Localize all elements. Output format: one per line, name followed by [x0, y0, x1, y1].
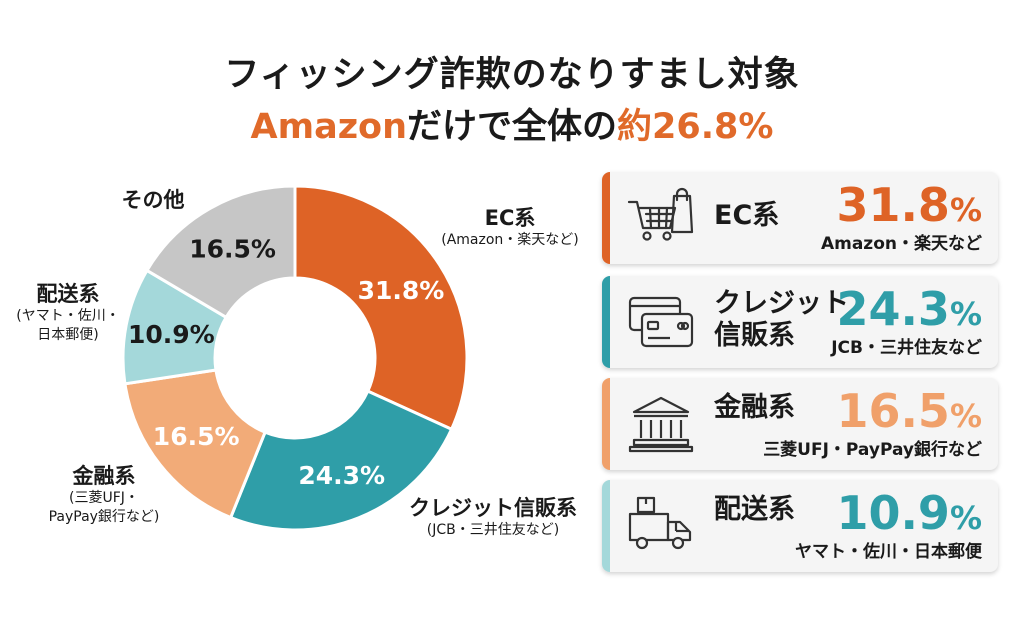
- label-credit-sub: (JCB・三井住友など): [426, 522, 560, 538]
- label-finance-sub: (三菱UFJ・ PayPay銀行など): [48, 490, 160, 525]
- label-delivery-sub: (ヤマト・佐川・ 日本郵便): [16, 308, 120, 343]
- card-finance-percentage: 16.5%: [836, 386, 982, 441]
- donut-slice-0: [293, 184, 469, 432]
- card-delivery-accent: [602, 480, 610, 572]
- delivery-truck-icon: [628, 496, 692, 550]
- card-finance-pct-value: 16.5: [836, 384, 950, 438]
- card-ec-sub: Amazon・楽天など: [820, 234, 982, 254]
- card-finance-pct-unit: %: [949, 397, 982, 435]
- card-ec-percentage: 31.8%: [836, 180, 982, 235]
- card-delivery-percentage: 10.9%: [836, 488, 982, 543]
- donut-slice-2: [123, 368, 268, 520]
- donut-data-label-3: 10.9%: [128, 320, 215, 349]
- card-ec-pct-unit: %: [949, 191, 982, 229]
- donut-slice-4: [144, 184, 297, 320]
- credit-card-icon: [628, 296, 694, 348]
- title-mid: だけで全体の: [407, 107, 618, 147]
- bank-icon: [628, 396, 694, 453]
- card-delivery: 配送系 10.9% ヤマト・佐川・日本郵便: [602, 480, 998, 572]
- card-credit-pct-value: 24.3: [836, 282, 950, 336]
- label-delivery-name: 配送系: [36, 282, 100, 306]
- label-ec: EC系 (Amazon・楽天など): [430, 206, 590, 250]
- card-delivery-sub: ヤマト・佐川・日本郵便: [795, 542, 982, 562]
- card-finance-sub: 三菱UFJ・PayPay銀行など: [763, 440, 982, 460]
- card-credit-percentage: 24.3%: [836, 284, 982, 339]
- label-ec-name: EC系: [484, 206, 536, 230]
- card-ec-pct-value: 31.8: [836, 178, 950, 232]
- card-credit-name: クレジット 信販系: [714, 288, 849, 351]
- card-ec-name: EC系: [714, 200, 780, 231]
- card-credit: クレジット 信販系 24.3% JCB・三井住友など: [602, 276, 998, 368]
- card-delivery-pct-value: 10.9: [836, 486, 950, 540]
- card-delivery-pct-unit: %: [949, 499, 982, 537]
- donut-data-label-2: 16.5%: [153, 422, 240, 451]
- label-credit: クレジット信販系 (JCB・三井住友など): [398, 496, 588, 540]
- label-other: その他: [98, 188, 208, 213]
- card-ec: EC系 31.8% Amazon・楽天など: [602, 172, 998, 264]
- chart-title: フィッシング詐欺のなりすまし対象 Amazonだけで全体の約26.8%: [0, 52, 1024, 152]
- card-credit-pct-unit: %: [949, 295, 982, 333]
- title-percentage: 約26.8%: [617, 107, 774, 147]
- card-delivery-name: 配送系: [714, 494, 795, 525]
- label-finance: 金融系 (三菱UFJ・ PayPay銀行など): [20, 464, 188, 527]
- label-other-name: その他: [121, 188, 185, 212]
- title-line-1: フィッシング詐欺のなりすまし対象: [224, 55, 800, 95]
- donut-data-label-1: 24.3%: [298, 461, 385, 490]
- donut-chart: 31.8% 24.3% 16.5% 10.9% 16.5%: [121, 184, 469, 532]
- title-amazon: Amazon: [250, 107, 408, 147]
- shopping-cart-bag-icon: [627, 187, 694, 241]
- card-credit-accent: [602, 276, 610, 368]
- donut-data-label-4: 16.5%: [189, 235, 276, 264]
- card-credit-sub: JCB・三井住友など: [831, 338, 982, 358]
- donut-data-label-0: 31.8%: [358, 276, 445, 305]
- label-finance-name: 金融系: [72, 464, 136, 488]
- card-finance-accent: [602, 378, 610, 470]
- title-line-2: Amazonだけで全体の約26.8%: [0, 102, 1024, 152]
- card-finance-name: 金融系: [714, 392, 795, 423]
- card-finance: 金融系 16.5% 三菱UFJ・PayPay銀行など: [602, 378, 998, 470]
- label-delivery: 配送系 (ヤマト・佐川・ 日本郵便): [6, 282, 130, 345]
- card-ec-accent: [602, 172, 610, 264]
- label-credit-name: クレジット信販系: [409, 496, 577, 520]
- donut-slice-1: [228, 389, 454, 532]
- label-ec-sub: (Amazon・楽天など): [441, 232, 579, 248]
